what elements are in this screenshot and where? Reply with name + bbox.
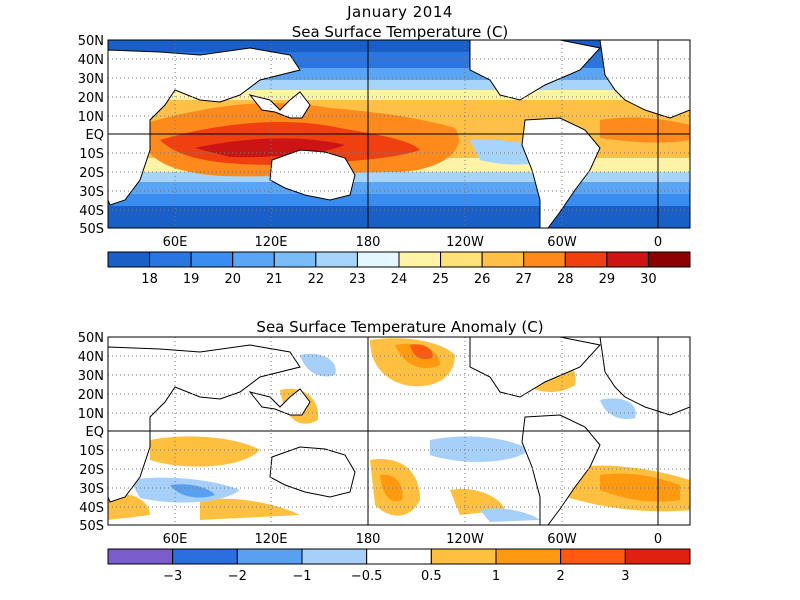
sst-lat-label: 50S	[79, 222, 104, 237]
anom-lat-label: 20N	[78, 388, 104, 403]
sst-lon-label: 60W	[547, 235, 577, 250]
colorbar-swatch	[149, 251, 192, 268]
sst-lat-label: EQ	[86, 128, 104, 143]
colorbar-swatch	[236, 548, 303, 565]
colorbar-swatch	[356, 251, 400, 268]
colorbar-swatch	[301, 548, 368, 565]
sst-colorbar-labels: 18 19 20 21 22 23 24 25 26 27 28 29 30	[141, 272, 656, 287]
anom-map-frame	[107, 336, 691, 526]
colorbar-swatch	[107, 251, 151, 268]
sst-lat-label: 30S	[79, 185, 104, 200]
sst-colorbar-label: 20	[224, 272, 241, 287]
sst-lon-labels: 60E 120E 180 120W 60W 0	[163, 235, 663, 250]
sst-lat-label: 30N	[78, 72, 104, 87]
anom-lat-label: 50S	[79, 519, 104, 534]
sst-lat-label: 40N	[78, 53, 104, 68]
anom-lon-label: 120E	[254, 532, 287, 547]
anom-lon-labels: 60E 120E 180 120W 60W 0	[163, 532, 663, 547]
sst-colorbar-label: 21	[266, 272, 283, 287]
colorbar-swatch	[560, 548, 626, 565]
colorbar-swatch	[190, 251, 234, 268]
anom-lon-label: 0	[654, 532, 662, 547]
colorbar-swatch	[107, 548, 174, 565]
sst-map	[108, 40, 690, 228]
sst-lon-label: 120W	[446, 235, 484, 250]
sst-lat-label: 40S	[79, 204, 104, 219]
sst-colorbar-label: 29	[599, 272, 616, 287]
anom-lon-label: 60E	[163, 532, 188, 547]
sst-colorbar-label: 18	[141, 272, 158, 287]
anom-lat-label: 40S	[79, 501, 104, 516]
colorbar-swatch	[315, 251, 358, 268]
colorbar-swatch	[440, 251, 483, 268]
anom-colorbar-label: −0.5	[351, 569, 383, 584]
sst-colorbar-label: 24	[391, 272, 408, 287]
sst-colorbar-label: 26	[474, 272, 491, 287]
anom-lat-label: EQ	[86, 425, 104, 440]
colorbar-swatch	[273, 251, 317, 268]
anom-lon-label: 60W	[547, 532, 577, 547]
sst-colorbar-label: 30	[640, 272, 657, 287]
colorbar-swatch	[398, 251, 442, 268]
anom-lat-label: 20S	[79, 463, 104, 478]
sst-lat-label: 10N	[78, 110, 104, 125]
anom-lon-label: 120W	[446, 532, 484, 547]
anom-lat-label: 10S	[79, 444, 104, 459]
colorbar-swatch	[647, 251, 691, 268]
colorbar-swatch	[366, 548, 432, 565]
colorbar-swatch	[495, 548, 562, 565]
anom-lat-label: 40N	[78, 350, 104, 365]
sst-colorbar-label: 19	[183, 272, 200, 287]
anom-lon-label: 180	[356, 532, 381, 547]
colorbar-swatch	[564, 251, 608, 268]
sst-colorbar-label: 23	[349, 272, 366, 287]
colorbar-swatch	[232, 251, 275, 268]
sst-colorbar	[107, 251, 691, 268]
sst-lat-label: 10S	[79, 147, 104, 162]
sst-lon-label: 0	[654, 235, 662, 250]
anom-colorbar-label: −1	[292, 569, 311, 584]
sst-lat-labels: 50N 40N 30N 20N 10N EQ 10S 20S 30S 40S 5…	[78, 34, 104, 237]
anom-colorbar-label: 1	[492, 569, 500, 584]
sst-map-frame	[107, 39, 691, 229]
sst-lat-label: 20N	[78, 91, 104, 106]
sst-lon-label: 60E	[163, 235, 188, 250]
anom-lat-labels: 50N 40N 30N 20N 10N EQ 10S 20S 30S 40S 5…	[78, 331, 104, 534]
sst-panel-title: Sea Surface Temperature (C)	[292, 23, 509, 41]
colorbar-swatch	[481, 251, 525, 268]
colorbar-swatch	[172, 548, 238, 565]
sst-lon-label: 180	[356, 235, 381, 250]
colorbar-swatch	[624, 548, 691, 565]
colorbar-swatch	[606, 251, 649, 268]
sst-colorbar-label: 22	[308, 272, 325, 287]
sst-lat-label: 50N	[78, 34, 104, 49]
colorbar-swatch	[430, 548, 497, 565]
figure-title: January 2014	[347, 3, 453, 21]
anom-lat-label: 10N	[78, 407, 104, 422]
anom-colorbar	[107, 548, 691, 565]
sst-lon-label: 120E	[254, 235, 287, 250]
sst-colorbar-label: 27	[515, 272, 532, 287]
anom-colorbar-label: −2	[228, 569, 247, 584]
anom-colorbar-labels: −3 −2 −1 −0.5 0.5 1 2 3	[163, 569, 629, 584]
anom-lat-label: 50N	[78, 331, 104, 346]
colorbar-swatch	[523, 251, 566, 268]
anom-map	[108, 337, 690, 525]
anom-colorbar-label: 3	[621, 569, 629, 584]
sst-lat-label: 20S	[79, 166, 104, 181]
anom-colorbar-label: 2	[557, 569, 565, 584]
anom-panel-title: Sea Surface Temperature Anomaly (C)	[256, 318, 543, 336]
sst-colorbar-label: 25	[432, 272, 449, 287]
anom-lat-label: 30S	[79, 482, 104, 497]
sst-colorbar-label: 28	[557, 272, 574, 287]
anom-colorbar-label: 0.5	[421, 569, 442, 584]
anom-lat-label: 30N	[78, 369, 104, 384]
anom-colorbar-label: −3	[163, 569, 182, 584]
